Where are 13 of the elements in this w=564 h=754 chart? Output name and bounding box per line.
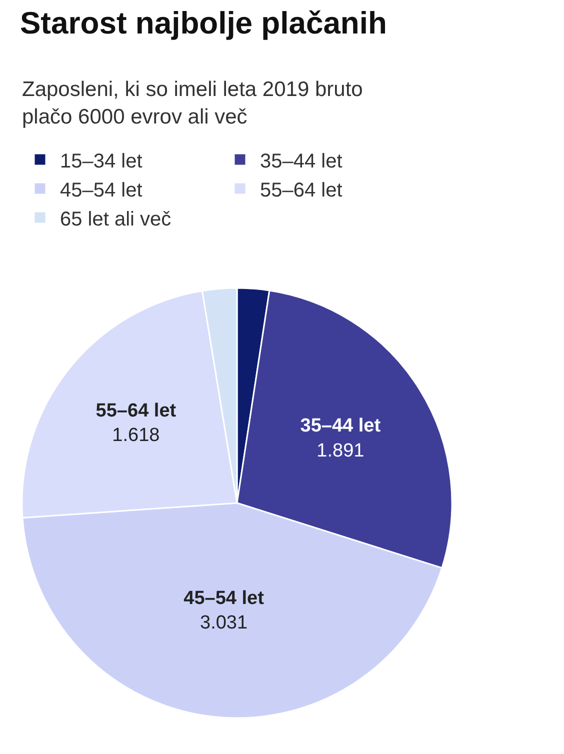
legend-label: 35–44 let	[260, 150, 343, 172]
legend-label: 15–34 let	[60, 150, 143, 172]
slice-label: 45–54 let	[184, 588, 265, 609]
legend-label: 65 let ali več	[60, 208, 172, 230]
slice-label: 35–44 let	[300, 416, 382, 437]
data-label: 3.031	[200, 612, 248, 634]
data-label: 1.618	[112, 425, 160, 446]
slice-label: 55–64 let	[96, 400, 177, 422]
legend-label: 45–54 let	[60, 179, 143, 202]
chart-subtitle: Zaposleni, ki so imeli leta 2019 bruto plačo 6000 evrov ali več	[22, 78, 363, 128]
legend-label: 55–64 let	[260, 179, 343, 202]
chart-title: Starost najbolje plačanih	[20, 6, 387, 41]
data-label: 1.891	[316, 440, 364, 462]
